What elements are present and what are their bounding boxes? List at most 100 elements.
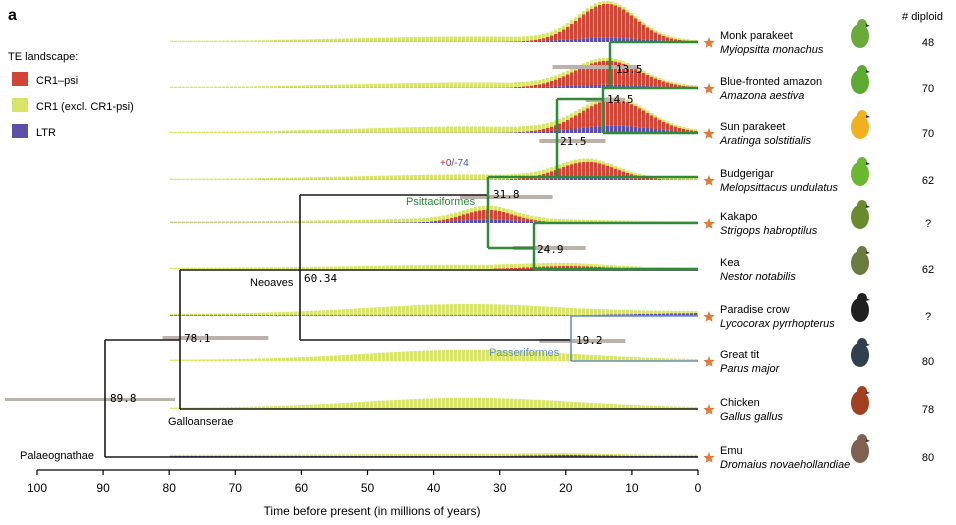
cr1-bar [194, 359, 198, 361]
cr1-bar [406, 399, 410, 409]
cr1-psi-bar [682, 85, 686, 88]
cr1-bar [566, 353, 570, 361]
cr1-bar [482, 174, 486, 180]
ltr-bar [646, 179, 650, 180]
clade-label-galloanserae: Galloanserae [168, 416, 233, 428]
cr1-bar [374, 454, 378, 456]
cr1-bar [342, 220, 346, 223]
cr1-bar [358, 354, 362, 361]
ltr-bar [554, 40, 558, 42]
ltr-bar [422, 222, 426, 223]
cr1-bar [290, 267, 294, 269]
cr1-bar [538, 217, 542, 221]
cr1-psi-bar [634, 69, 638, 86]
cr1-bar [494, 304, 498, 316]
cr1-psi-bar [554, 169, 558, 179]
cr1-bar [542, 123, 546, 129]
cr1-bar [378, 37, 382, 42]
cr1-bar [526, 263, 530, 268]
ltr-bar [534, 131, 538, 133]
cr1-bar [398, 399, 402, 409]
cr1-bar [594, 59, 598, 63]
cr1-bar [258, 40, 262, 42]
cr1-bar [362, 38, 366, 42]
cr1-psi-bar [598, 102, 602, 127]
cr1-bar [586, 61, 590, 65]
cr1-bar [602, 161, 606, 165]
cr1-bar [390, 454, 394, 456]
cr1-bar [206, 454, 210, 456]
ltr-bar [242, 315, 246, 316]
cr1-bar [174, 313, 178, 316]
cr1-bar [386, 400, 390, 409]
cr1-bar [482, 36, 486, 42]
taxon-latin-name: Myiopsitta monachus [720, 44, 824, 56]
cr1-bar [362, 308, 366, 316]
cr1-psi-bar [594, 162, 598, 178]
cr1-bar [518, 305, 522, 316]
cr1-bar [314, 177, 318, 180]
cr1-bar [346, 128, 350, 133]
cr1-bar [206, 407, 210, 409]
ltr-bar [490, 219, 494, 223]
cr1-bar [574, 402, 578, 409]
cr1-psi-bar [558, 266, 562, 269]
ltr-bar [538, 178, 542, 180]
cr1-bar [570, 20, 574, 24]
cr1-psi-bar [542, 83, 546, 87]
cr1-psi-bar [614, 61, 618, 85]
cr1-bar [250, 406, 254, 409]
cr1-bar [222, 267, 226, 269]
cr1-psi-bar [530, 130, 534, 133]
cr1-bar [406, 305, 410, 316]
cr1-bar [286, 454, 290, 456]
cr1-bar [658, 117, 662, 120]
ltr-bar [482, 315, 486, 316]
cr1-bar [674, 358, 678, 361]
cr1-bar [366, 401, 370, 409]
cr1-bar [502, 126, 506, 133]
cr1-bar [506, 453, 510, 456]
cr1-bar [518, 82, 522, 87]
ltr-bar [534, 41, 538, 42]
cr1-bar [454, 36, 458, 42]
cr1-bar [254, 312, 258, 316]
cr1-bar [634, 405, 638, 409]
cr1-bar [170, 40, 174, 42]
ci-bar [552, 65, 639, 69]
cr1-bar [494, 350, 498, 361]
ltr-bar [402, 315, 406, 316]
cr1-bar [538, 453, 542, 456]
cr1-bar [346, 266, 350, 269]
cr1-bar [470, 304, 474, 316]
ltr-bar [614, 178, 618, 180]
cr1-bar [326, 84, 330, 88]
cr1-bar [438, 264, 442, 269]
ltr-bar [394, 315, 398, 316]
cr1-bar [462, 174, 466, 180]
cr1-bar [470, 126, 474, 133]
cr1-bar [410, 265, 414, 269]
cr1-bar [526, 305, 530, 316]
cr1-bar [350, 128, 354, 133]
cr1-bar [430, 453, 434, 456]
cr1-bar [210, 131, 214, 133]
cr1-bar [234, 131, 238, 133]
diploid-number: ? [925, 311, 931, 323]
cr1-bar [462, 36, 466, 42]
cr1-bar [450, 304, 454, 316]
cr1-bar [482, 205, 486, 210]
ltr-bar [362, 315, 366, 316]
ltr-bar [630, 178, 634, 180]
cr1-bar [410, 453, 414, 456]
ltr-bar [206, 315, 210, 316]
cr1-bar [250, 267, 254, 269]
cr1-psi-bar [574, 163, 578, 178]
cr1-bar [446, 214, 450, 219]
cr1-psi-bar [526, 267, 530, 269]
cr1-bar [290, 177, 294, 180]
cr1-bar [638, 454, 642, 456]
cr1-bar [478, 206, 482, 211]
cr1-bar [582, 402, 586, 409]
cr1-psi-bar [654, 78, 658, 87]
